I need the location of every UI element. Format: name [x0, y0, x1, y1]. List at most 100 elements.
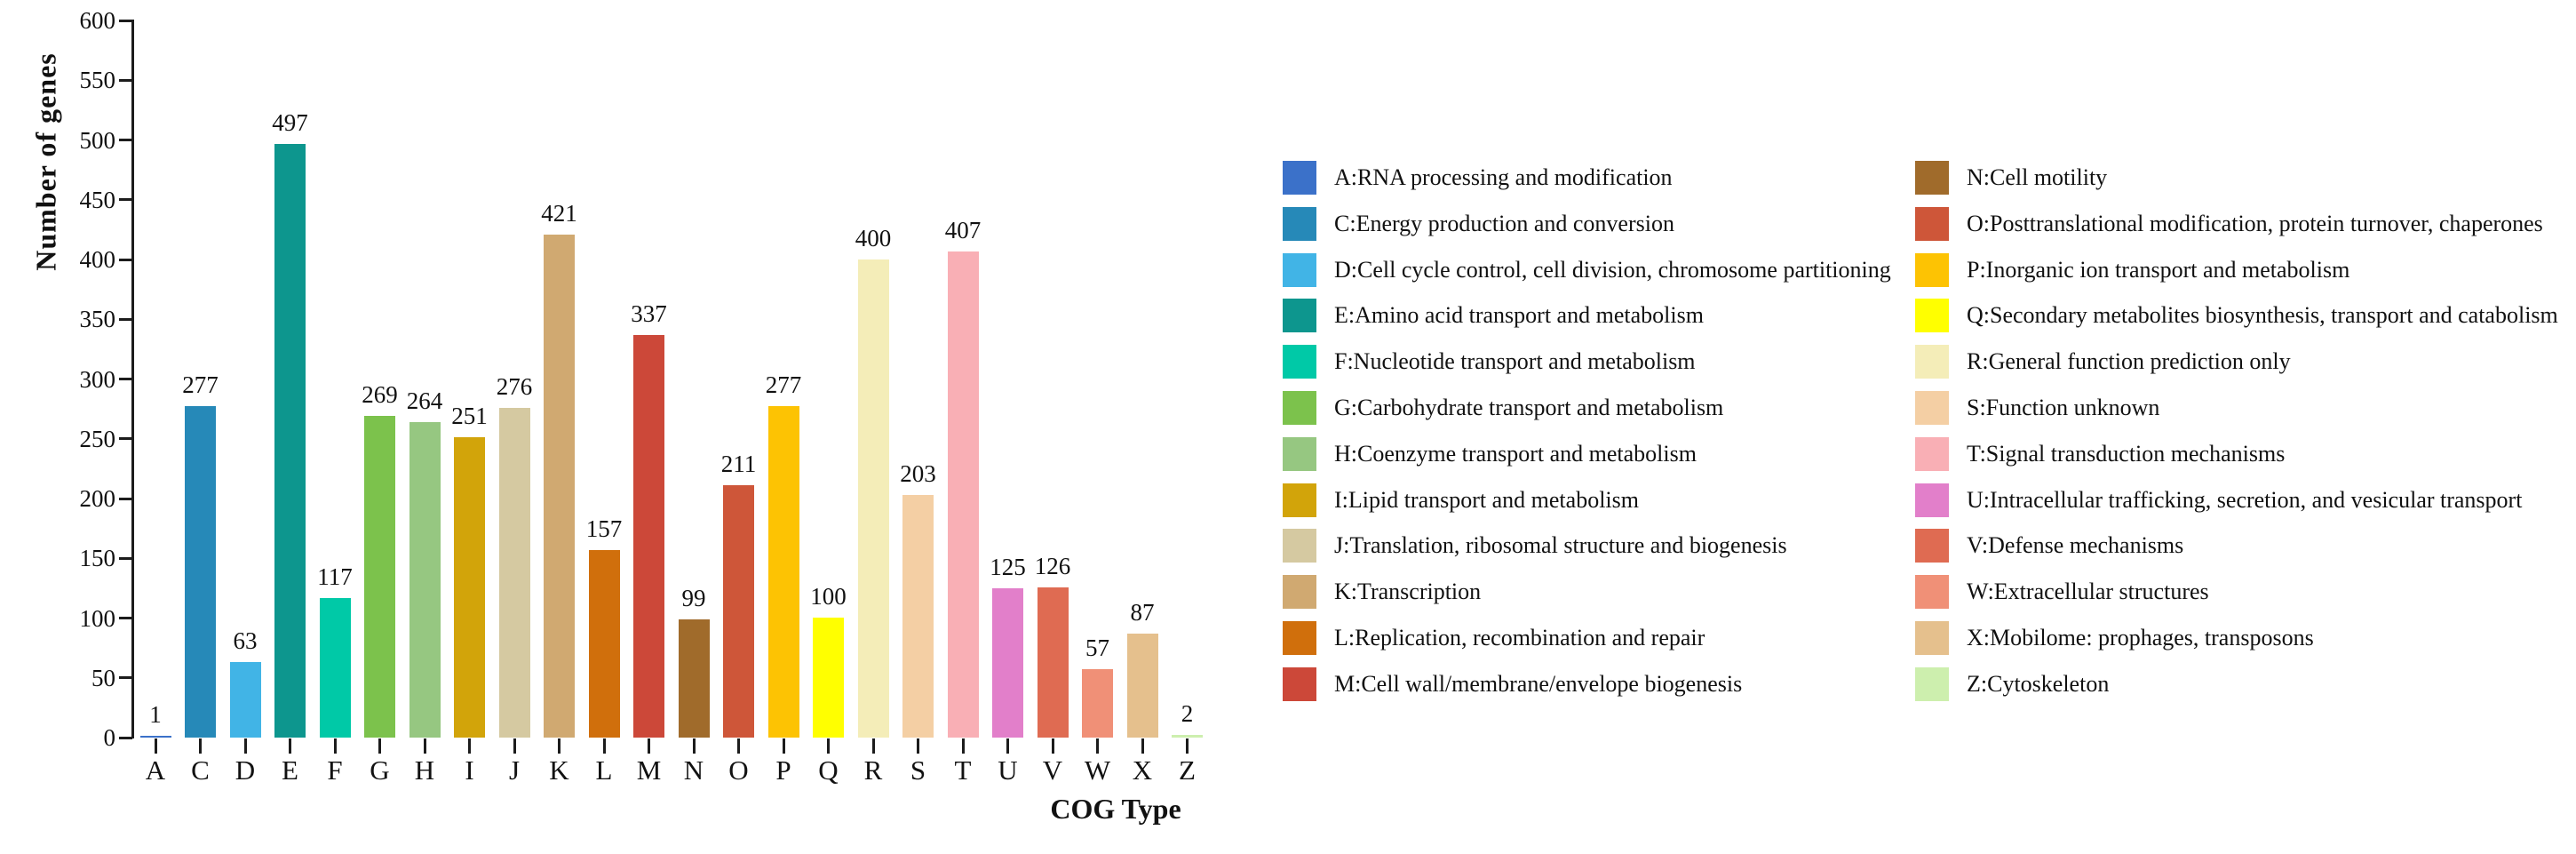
- y-tick-label: 450: [79, 186, 116, 213]
- legend-item-K: K:Transcription: [1283, 574, 1481, 610]
- legend-swatch-D: [1283, 252, 1316, 287]
- legend-swatch-H: [1283, 436, 1316, 471]
- x-tick-mark: [961, 738, 965, 754]
- y-tick-mark: [119, 19, 132, 22]
- bar-D: [229, 662, 261, 738]
- x-tick-label: P: [775, 754, 791, 786]
- x-tick-label: Q: [818, 754, 839, 786]
- y-tick-mark: [119, 317, 132, 321]
- y-tick-label: 300: [79, 365, 116, 393]
- legend-item-C: C:Energy production and conversion: [1283, 206, 1674, 242]
- legend-item-R: R:General function prediction only: [1915, 344, 2291, 379]
- x-tick-mark: [871, 738, 875, 754]
- legend-swatch-M: [1283, 666, 1316, 701]
- legend-label: G:Carbohydrate transport and metabolism: [1334, 395, 1724, 420]
- x-tick-label: F: [327, 754, 343, 786]
- x-tick-label: T: [954, 754, 972, 786]
- legend-label: E:Amino acid transport and metabolism: [1334, 302, 1704, 329]
- x-tick-label: O: [728, 754, 749, 786]
- legend-swatch-W: [1915, 575, 1949, 610]
- cog-bar-chart: Number of genes 0 50 100 150 200 250 300 350 400…: [0, 0, 1261, 854]
- x-tick-mark: [737, 738, 740, 754]
- bar-O: [723, 485, 754, 738]
- bar-G: [364, 416, 395, 738]
- bar-value-label: 407: [944, 217, 982, 243]
- y-tick-label: 350: [79, 306, 116, 333]
- bar-value-label: 100: [810, 583, 847, 610]
- x-tick-label: I: [465, 754, 474, 786]
- legend-label: Z:Cytoskeleton: [1967, 670, 2110, 697]
- bar-W: [1082, 669, 1113, 738]
- legend-label: N:Cell motility: [1967, 164, 2108, 190]
- bar-value-label: 126: [1034, 553, 1071, 579]
- x-tick-label: G: [370, 754, 390, 786]
- bar-V: [1037, 587, 1069, 738]
- x-tick-mark: [423, 738, 426, 754]
- bar-value-label: 1: [149, 701, 162, 728]
- legend-swatch-K: [1283, 575, 1316, 610]
- y-tick-mark: [119, 556, 132, 560]
- legend-swatch-S: [1915, 391, 1949, 425]
- legend-swatch-Q: [1915, 299, 1949, 333]
- bar-T: [947, 251, 979, 738]
- y-tick-label: 50: [91, 664, 115, 691]
- y-tick-label: 250: [79, 425, 116, 452]
- x-tick-mark: [1051, 738, 1054, 754]
- bar-value-label: 276: [496, 373, 533, 400]
- legend-label: I:Lipid transport and metabolism: [1334, 486, 1639, 513]
- x-tick-mark: [827, 738, 830, 754]
- bar-value-label: 63: [233, 627, 258, 654]
- bar-value-label: 264: [406, 387, 443, 414]
- bar-value-label: 203: [900, 460, 936, 487]
- bar-value-label: 421: [541, 200, 577, 227]
- legend-swatch-V: [1915, 529, 1949, 563]
- y-tick-label: 200: [79, 485, 116, 512]
- legend-label: J:Translation, ribosomal structure and b…: [1334, 532, 1787, 559]
- x-tick-mark: [1186, 738, 1189, 754]
- legend-item-I: I:Lipid transport and metabolism: [1283, 483, 1639, 518]
- x-tick-label: U: [998, 754, 1018, 786]
- bar-value-label: 57: [1085, 635, 1109, 661]
- legend-item-D: D:Cell cycle control, cell division, chr…: [1283, 252, 1891, 288]
- y-tick-mark: [119, 258, 132, 261]
- x-tick-mark: [378, 738, 381, 754]
- x-tick-label: N: [683, 754, 704, 786]
- legend-label: W:Extracellular structures: [1967, 579, 2209, 605]
- bar-value-label: 277: [182, 371, 219, 398]
- y-tick-mark: [119, 378, 132, 380]
- legend-item-Q: Q:Secondary metabolites biosynthesis, tr…: [1915, 298, 2558, 333]
- legend-label: O:Posttranslational modification, protei…: [1967, 210, 2543, 236]
- bar-value-label: 125: [990, 554, 1026, 580]
- legend-item-J: J:Translation, ribosomal structure and b…: [1283, 528, 1787, 563]
- y-tick-label: 550: [79, 67, 116, 94]
- bar-value-label: 87: [1130, 599, 1155, 626]
- legend-item-X: X:Mobilome: prophages, transposons: [1915, 620, 2314, 656]
- y-tick-mark: [119, 198, 132, 202]
- x-axis-title: COG Type: [1050, 793, 1181, 825]
- legend-swatch-C: [1283, 206, 1316, 241]
- legend-label: A:RNA processing and modification: [1334, 164, 1673, 190]
- x-tick-mark: [1096, 738, 1099, 754]
- legend-item-E: E:Amino acid transport and metabolism: [1283, 298, 1704, 333]
- legend-swatch-X: [1915, 621, 1949, 655]
- y-tick-mark: [119, 736, 132, 739]
- legend-item-S: S:Function unknown: [1915, 390, 2159, 426]
- legend-swatch-R: [1915, 345, 1949, 379]
- y-tick-label: 100: [79, 604, 116, 632]
- legend-item-W: W:Extracellular structures: [1915, 574, 2209, 610]
- legend-label: V:Defense mechanisms: [1967, 532, 2184, 559]
- y-tick-mark: [119, 617, 132, 619]
- legend-swatch-T: [1915, 436, 1949, 471]
- legend-item-L: L:Replication, recombination and repair: [1283, 620, 1705, 656]
- y-tick-mark: [119, 676, 132, 680]
- x-tick-mark: [648, 738, 650, 754]
- bar-value-label: 117: [317, 563, 353, 590]
- legend-label: H:Coenzyme transport and metabolism: [1334, 440, 1697, 467]
- legend-swatch-E: [1283, 299, 1316, 333]
- x-tick-label: C: [191, 754, 210, 786]
- legend-label: L:Replication, recombination and repair: [1334, 625, 1705, 650]
- x-tick-label: W: [1084, 754, 1111, 786]
- x-tick-label: Z: [1179, 754, 1196, 786]
